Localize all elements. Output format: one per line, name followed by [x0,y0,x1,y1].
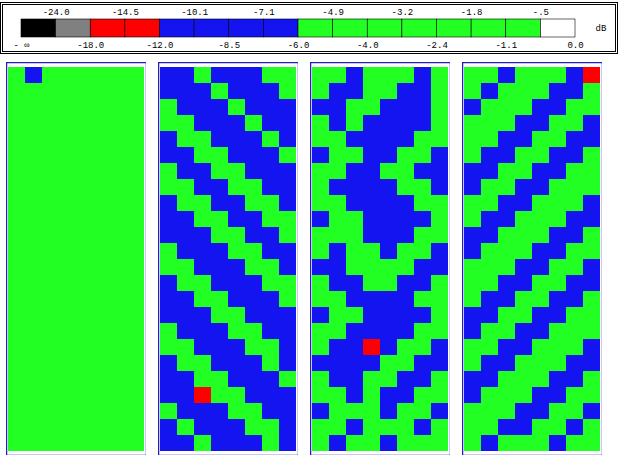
svg-text:-4.0: -4.0 [357,41,379,51]
svg-text:-7.1: -7.1 [253,8,275,18]
svg-text:-10.1: -10.1 [181,8,208,18]
svg-text:-.5: -.5 [533,8,549,18]
svg-text:0.0: 0.0 [567,41,583,51]
svg-text:-14.5: -14.5 [112,8,139,18]
svg-text:-3.2: -3.2 [392,8,414,18]
svg-text:-2.4: -2.4 [426,41,448,51]
svg-text:dB: dB [596,24,607,34]
svg-text:-18.0: -18.0 [77,41,104,51]
svg-text:-24.0: -24.0 [43,8,70,18]
svg-text:-12.0: -12.0 [146,41,173,51]
svg-text:-8.5: -8.5 [218,41,240,51]
svg-text:-1.1: -1.1 [495,41,517,51]
svg-text:-6.0: -6.0 [288,41,310,51]
svg-text:-4.9: -4.9 [322,8,344,18]
svg-text:- ∞: - ∞ [13,41,30,51]
svg-text:-1.8: -1.8 [461,8,483,18]
